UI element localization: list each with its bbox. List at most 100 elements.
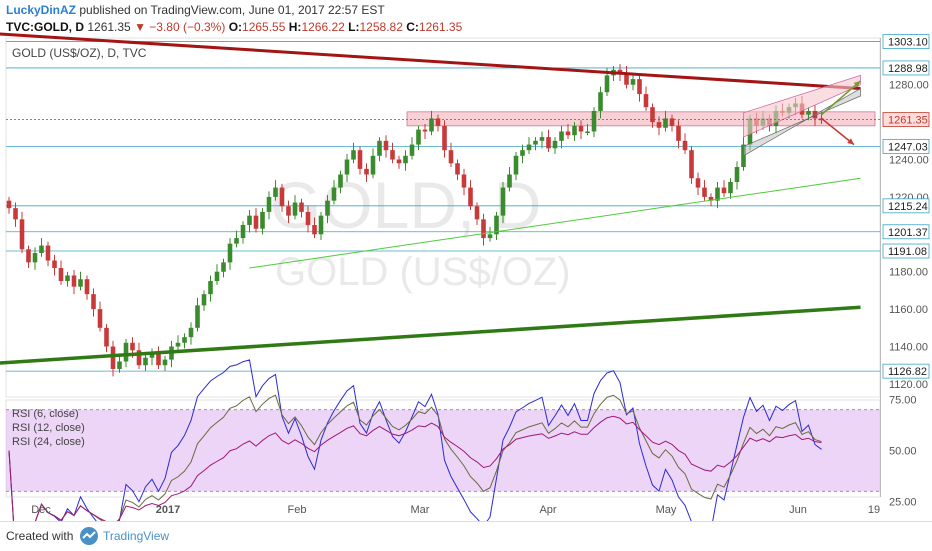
candle-body xyxy=(390,150,395,160)
high-value: 1266.22 xyxy=(301,20,345,34)
candle-body xyxy=(188,327,194,338)
rsi-tick-label: 25.00 xyxy=(889,497,917,509)
price-tick-label: 1180.00 xyxy=(889,267,928,279)
candle-body xyxy=(630,79,636,85)
candle-body xyxy=(97,309,103,328)
candle-body xyxy=(149,353,155,358)
level-price-badge xyxy=(882,60,930,76)
candle-body xyxy=(578,125,584,132)
candle-body xyxy=(695,178,701,188)
price-tick-label: 1140.00 xyxy=(889,342,928,354)
candle-body xyxy=(377,140,382,156)
candle-body xyxy=(617,69,623,74)
chart-header: LuckyDinAZ published on TradingView.com,… xyxy=(6,2,886,36)
candle-body xyxy=(91,294,96,310)
axis-layer: 1120.001140.001160.001180.001200.001220.… xyxy=(31,34,930,516)
candle-body xyxy=(110,346,116,369)
candle-body xyxy=(351,150,356,160)
candle-body xyxy=(338,174,343,188)
candle-body xyxy=(565,131,571,136)
time-tick-label: 2017 xyxy=(156,504,180,516)
candle-body xyxy=(702,187,707,197)
open-value: 1265.55 xyxy=(242,20,286,34)
candle-body xyxy=(442,125,447,151)
level-price-badge xyxy=(882,224,930,240)
support-thin-trendline xyxy=(249,177,861,269)
candle-body xyxy=(19,219,25,250)
tradingview-logo-icon xyxy=(80,527,98,545)
candle-body xyxy=(624,73,629,85)
candle-body xyxy=(156,353,161,366)
candle-body xyxy=(143,357,148,366)
candle-body xyxy=(273,187,278,197)
up-arrow xyxy=(820,80,862,116)
rsi24-line xyxy=(8,415,822,521)
candle-body xyxy=(123,342,129,362)
candle-body xyxy=(682,140,688,151)
down-arrow xyxy=(820,117,855,146)
candle-body xyxy=(26,249,31,263)
candle-body xyxy=(422,129,428,132)
rsi-tick-label: 50.00 xyxy=(889,446,917,458)
candle-body xyxy=(416,129,421,145)
candle-body xyxy=(396,159,402,164)
candle-body xyxy=(221,262,226,272)
ohlc-line: TVC:GOLD, D 1261.35 ▼ −3.80 (−0.3%) O:12… xyxy=(6,19,886,36)
candle-body xyxy=(266,196,272,212)
candle-body xyxy=(71,275,77,287)
down-arrow-head xyxy=(847,138,854,145)
level-price-badge xyxy=(882,243,930,259)
candle-body xyxy=(591,110,597,132)
last-price-text: 1261.35 xyxy=(87,20,131,34)
time-tick-label: Mar xyxy=(411,504,430,516)
rsi6-line xyxy=(8,359,822,521)
candle-body xyxy=(312,224,317,235)
candle-body xyxy=(403,155,408,164)
candle-body xyxy=(539,137,545,141)
candle-body xyxy=(130,342,135,351)
candle-body xyxy=(669,118,675,126)
candle-body xyxy=(45,245,51,261)
price-tick-label: 1280.00 xyxy=(889,80,929,92)
candle-body xyxy=(325,200,330,216)
candle-body xyxy=(201,294,207,306)
candle-body xyxy=(357,150,363,169)
rsi6-legend: RSI (6, close) xyxy=(12,408,79,420)
level-price-label: 1303.10 xyxy=(888,37,928,49)
candle-body xyxy=(58,267,64,282)
level-price-label: 1201.37 xyxy=(888,227,928,239)
candle-body xyxy=(455,163,460,175)
candle-body xyxy=(344,159,350,175)
pink-channel xyxy=(743,74,861,138)
candle-body xyxy=(585,131,590,133)
low-value: 1258.82 xyxy=(359,20,403,34)
candle-body xyxy=(604,75,610,93)
price-tick-label: 1240.00 xyxy=(889,155,929,167)
price-tick-label: 1120.00 xyxy=(889,379,928,391)
symbol-label: TVC:GOLD, D xyxy=(6,20,84,34)
footer: Created with TradingView xyxy=(0,521,932,551)
candle-body xyxy=(214,271,220,282)
time-tick-label: Dec xyxy=(31,504,51,516)
candle-body xyxy=(494,215,499,235)
resistance-zone xyxy=(406,111,876,127)
candle-body xyxy=(461,174,467,188)
low-label: L: xyxy=(348,20,360,34)
candle-body xyxy=(13,208,18,220)
time-tick-label: May xyxy=(656,504,677,516)
level-price-badge xyxy=(882,138,930,154)
candle-body xyxy=(552,140,558,149)
candle-body xyxy=(487,234,493,239)
candle-body xyxy=(481,219,486,239)
change-text: ▼ −3.80 (−0.3%) xyxy=(134,20,226,34)
candle-body xyxy=(182,337,187,343)
author-link[interactable]: LuckyDinAZ xyxy=(6,3,77,17)
price-tick-label: 1160.00 xyxy=(889,304,928,316)
candle-body xyxy=(474,206,480,220)
candle-body xyxy=(52,260,57,268)
tradingview-brand-link[interactable]: TradingView xyxy=(103,529,170,543)
candle-body xyxy=(708,196,714,201)
created-with-text: Created with xyxy=(6,529,74,543)
candle-body xyxy=(234,238,239,244)
